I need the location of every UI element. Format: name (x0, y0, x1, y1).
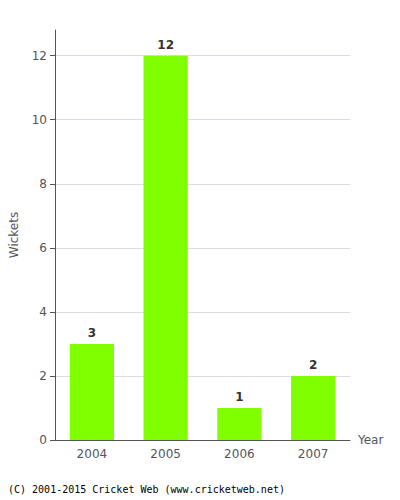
svg-text:6: 6 (39, 241, 47, 255)
svg-text:12: 12 (157, 38, 174, 52)
svg-text:2: 2 (309, 358, 317, 372)
svg-text:2005: 2005 (150, 447, 181, 461)
svg-text:(C) 2001-2015 Cricket Web (www: (C) 2001-2015 Cricket Web (www.cricketwe… (8, 484, 285, 495)
svg-text:1: 1 (235, 390, 243, 404)
svg-text:4: 4 (39, 305, 47, 319)
svg-text:3: 3 (88, 326, 96, 340)
svg-text:2: 2 (39, 369, 47, 383)
svg-text:0: 0 (39, 433, 47, 447)
svg-text:2007: 2007 (298, 447, 329, 461)
svg-text:2006: 2006 (224, 447, 255, 461)
svg-text:Wickets: Wickets (7, 212, 21, 258)
svg-text:Year: Year (357, 433, 383, 447)
svg-text:12: 12 (32, 49, 47, 63)
svg-text:8: 8 (39, 177, 47, 191)
svg-text:10: 10 (32, 113, 47, 127)
svg-text:2004: 2004 (77, 447, 108, 461)
